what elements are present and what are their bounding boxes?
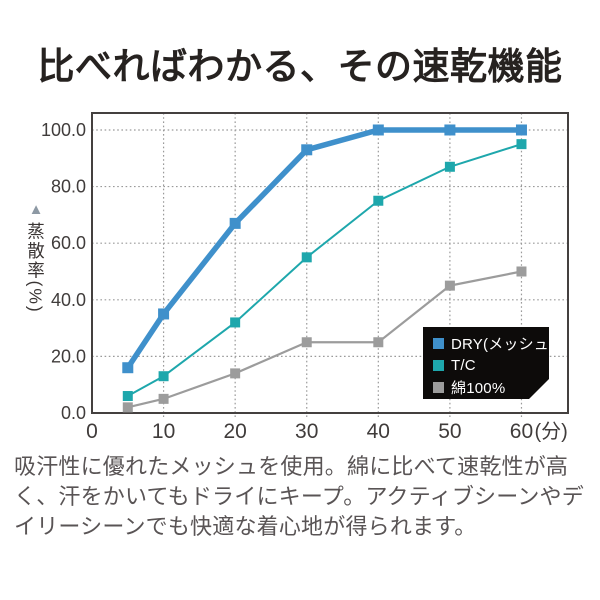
legend-swatch-icon <box>433 360 444 371</box>
y-tick-label: 40.0 <box>51 290 86 310</box>
legend-item-3: 綿100% <box>433 378 549 397</box>
triangle-up-icon: ▲ <box>28 201 44 218</box>
y-tick-label: 60.0 <box>51 233 86 253</box>
chart-legend: DRY(メッシュ) T/C 綿100% <box>423 327 549 399</box>
legend-label: DRY(メッシュ) <box>451 336 555 353</box>
data-point-marker <box>444 280 455 291</box>
legend-swatch-icon <box>433 382 444 393</box>
y-tick-label: 20.0 <box>51 346 86 366</box>
legend-item-1: DRY(メッシュ) <box>433 334 549 353</box>
x-tick-label: 20 <box>223 420 246 443</box>
data-point-marker <box>158 371 169 382</box>
data-point-marker <box>158 393 169 404</box>
data-point-marker <box>122 391 133 402</box>
data-point-marker <box>122 402 133 413</box>
data-point-marker <box>516 139 527 150</box>
data-point-marker <box>230 317 241 328</box>
data-point-marker <box>301 252 312 263</box>
x-tick-label: 0 <box>86 420 98 443</box>
data-point-marker <box>122 362 134 374</box>
legend-label: T/C <box>451 357 476 374</box>
data-point-marker <box>516 266 527 277</box>
legend-swatch-icon <box>433 338 444 349</box>
x-tick-label: 30 <box>295 420 318 443</box>
data-point-marker <box>301 144 313 156</box>
data-point-marker <box>515 124 527 136</box>
x-tick-label: 40 <box>367 420 390 443</box>
data-point-marker <box>444 161 455 172</box>
x-tick-label: 60 <box>510 420 533 443</box>
data-point-marker <box>372 124 384 136</box>
y-axis-unit: ▲ 蒸散率(%) <box>14 202 58 314</box>
x-axis-unit-label: (分) <box>534 420 567 443</box>
data-point-marker <box>444 124 456 136</box>
legend-label: 綿100% <box>451 380 506 397</box>
legend-item-2: T/C <box>433 356 549 375</box>
y-tick-label: 100.0 <box>41 120 86 140</box>
x-tick-label: 50 <box>438 420 461 443</box>
x-tick-label: 10 <box>152 420 175 443</box>
data-point-marker <box>229 217 241 229</box>
y-tick-label: 80.0 <box>51 177 86 197</box>
data-point-marker <box>230 368 241 379</box>
data-point-marker <box>158 308 170 320</box>
data-point-marker <box>301 337 312 348</box>
evaporation-rate-chart: 0 10 20 30 40 50 60 (分) 0.0 20.0 40.0 60.0 80.0 100.0 <box>41 112 569 443</box>
plot-frame <box>91 112 569 414</box>
data-point-marker <box>373 195 384 206</box>
page-title: 比べればわかる、その速乾機能 <box>37 46 563 87</box>
y-axis-label: 蒸散率(%) <box>25 222 46 314</box>
data-point-marker <box>373 337 384 348</box>
y-tick-label: 0.0 <box>61 403 86 423</box>
description-text: 吸汗性に優れたメッシュを使用。綿に比べて速乾性が高く、汗をかいてもドライにキープ… <box>14 454 584 539</box>
